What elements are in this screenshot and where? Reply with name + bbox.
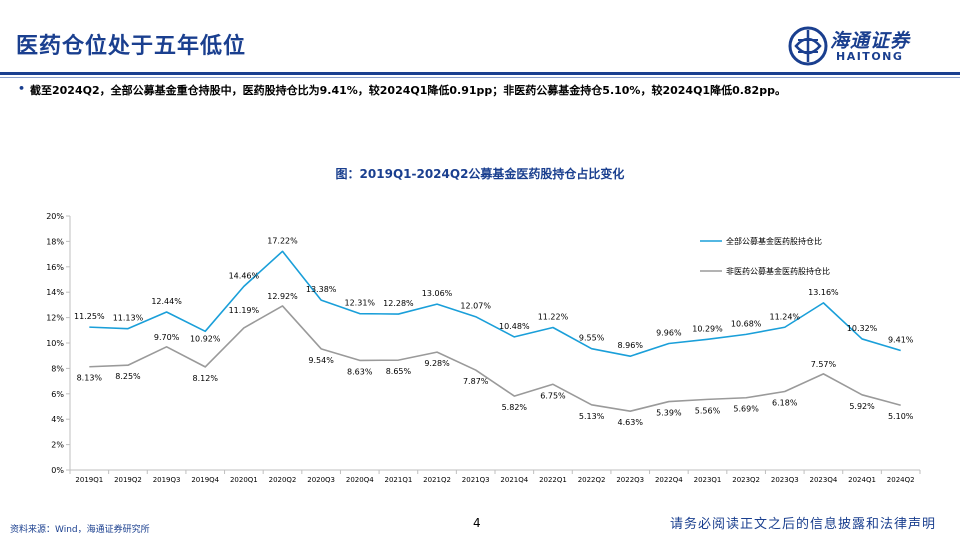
data-label: 5.69% — [733, 405, 759, 414]
data-label: 12.28% — [383, 299, 414, 308]
company-logo: 海通证券 HAITONG — [788, 24, 948, 68]
x-tick-label: 2023Q3 — [771, 476, 799, 484]
page-title: 医药仓位处于五年低位 — [16, 33, 247, 59]
y-tick-label: 10% — [46, 339, 64, 348]
data-label: 14.46% — [229, 271, 260, 280]
x-tick-label: 2022Q3 — [616, 476, 644, 484]
data-label: 5.82% — [502, 403, 528, 412]
data-label: 13.16% — [808, 288, 839, 297]
data-label: 10.32% — [847, 324, 878, 333]
x-tick-label: 2020Q4 — [346, 476, 374, 484]
header-divider — [0, 72, 960, 75]
data-label: 8.63% — [347, 367, 373, 376]
x-tick-label: 2023Q1 — [694, 476, 722, 484]
data-label: 8.13% — [77, 374, 103, 383]
data-label: 8.25% — [115, 372, 141, 381]
data-label: 7.87% — [463, 377, 489, 386]
x-tick-label: 2019Q2 — [114, 476, 142, 484]
y-tick-label: 12% — [46, 314, 64, 323]
data-label: 9.54% — [308, 356, 334, 365]
series-line-all-funds — [89, 250, 901, 358]
x-tick-label: 2024Q2 — [887, 476, 915, 484]
x-tick-label: 2020Q3 — [307, 476, 335, 484]
bullet-mark: • — [18, 82, 26, 95]
data-label: 8.96% — [618, 341, 644, 350]
data-label: 5.56% — [695, 406, 721, 415]
data-label: 9.28% — [424, 359, 450, 368]
x-tick-label: 2019Q4 — [191, 476, 219, 484]
footer-disclaimer: 请务必阅读正文之后的信息披露和法律声明 — [669, 517, 936, 532]
legend-label: 全部公募基金医药股持仓比 — [726, 236, 822, 246]
logo-english-name: HAITONG — [836, 50, 904, 63]
y-tick-label: 0% — [51, 466, 64, 475]
footer-source: 资料来源：Wind，海通证券研究所 — [10, 525, 150, 535]
data-label: 11.22% — [538, 313, 569, 322]
x-tick-label: 2019Q1 — [75, 476, 103, 484]
data-label: 4.63% — [618, 418, 644, 427]
page-number: 4 — [473, 516, 481, 530]
series-line-non-pharma-funds — [89, 305, 901, 412]
chart-title: 图：2019Q1-2024Q2公募基金医药股持仓占比变化 — [335, 167, 625, 181]
y-tick-label: 6% — [51, 390, 64, 399]
x-tick-label: 2022Q1 — [539, 476, 567, 484]
data-label: 12.07% — [460, 302, 491, 311]
data-label: 8.12% — [193, 374, 219, 383]
data-label: 10.68% — [731, 319, 762, 328]
data-label: 5.92% — [849, 402, 875, 411]
data-label: 8.65% — [386, 367, 412, 376]
data-label: 13.06% — [422, 289, 453, 298]
data-label: 11.25% — [74, 312, 105, 321]
summary-text: 截至2024Q2，全部公募基金重仓持股中，医药股持仓比为9.41%，较2024Q… — [30, 84, 786, 97]
y-tick-label: 2% — [51, 441, 64, 450]
x-tick-label: 2021Q1 — [385, 476, 413, 484]
data-label: 9.70% — [154, 333, 180, 342]
y-tick-label: 16% — [46, 263, 64, 272]
x-tick-label: 2023Q4 — [810, 476, 838, 484]
y-tick-label: 20% — [46, 212, 64, 221]
data-label: 10.48% — [499, 322, 530, 331]
data-label: 11.24% — [770, 312, 801, 321]
data-label: 11.13% — [113, 314, 144, 323]
x-tick-label: 2021Q4 — [500, 476, 528, 484]
haitong-emblem-icon — [788, 26, 828, 66]
data-label: 9.41% — [888, 335, 914, 344]
y-tick-label: 18% — [46, 237, 64, 246]
logo-chinese-name: 海通证券 — [830, 30, 911, 52]
y-tick-label: 14% — [46, 288, 64, 297]
data-label: 5.13% — [579, 412, 605, 421]
x-tick-label: 2022Q2 — [578, 476, 606, 484]
x-tick-label: 2021Q2 — [423, 476, 451, 484]
data-label: 7.57% — [811, 360, 837, 369]
data-label: 5.39% — [656, 409, 682, 418]
data-label: 6.18% — [772, 399, 798, 408]
x-tick-label: 2023Q2 — [732, 476, 760, 484]
data-label: 13.38% — [306, 285, 337, 294]
data-label: 5.10% — [888, 412, 914, 421]
legend-label: 非医药公募基金医药股持仓比 — [726, 266, 830, 276]
x-tick-label: 2019Q3 — [153, 476, 181, 484]
x-tick-label: 2020Q1 — [230, 476, 258, 484]
x-tick-label: 2021Q3 — [462, 476, 490, 484]
y-tick-label: 4% — [51, 415, 64, 424]
header-divider-thin — [0, 77, 960, 78]
data-label: 12.31% — [345, 299, 376, 308]
data-label: 9.55% — [579, 334, 605, 343]
y-tick-label: 8% — [51, 364, 64, 373]
x-tick-label: 2020Q2 — [269, 476, 297, 484]
data-label: 9.96% — [656, 329, 682, 338]
data-label: 12.44% — [151, 297, 182, 306]
data-label: 10.92% — [190, 334, 221, 343]
data-label: 12.92% — [267, 292, 298, 301]
x-tick-label: 2024Q1 — [848, 476, 876, 484]
x-tick-label: 2022Q4 — [655, 476, 683, 484]
data-label: 11.19% — [229, 306, 260, 315]
data-label: 17.22% — [267, 236, 298, 245]
data-label: 6.75% — [540, 391, 566, 400]
data-label: 10.29% — [692, 324, 723, 333]
